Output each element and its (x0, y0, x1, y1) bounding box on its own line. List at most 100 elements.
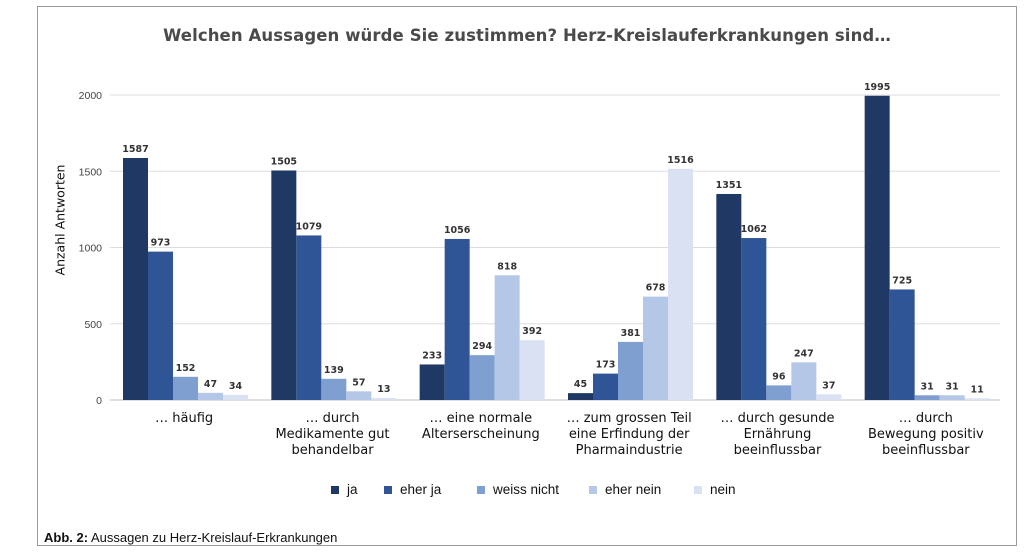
bar-eher-nein (494, 275, 520, 400)
category-label: … durch Bewegung positiv beeinflussbar (868, 411, 984, 458)
y-tick-label: 1000 (79, 243, 103, 255)
data-label: 45 (574, 379, 587, 390)
category-label-line: … durch gesunde (721, 411, 835, 426)
bar-eher-ja (741, 238, 767, 400)
bar-eher-nein (939, 395, 965, 400)
bar-weiss-nicht (618, 341, 643, 400)
category-label: … durch gesunde Ernährung beeinflussbar (721, 411, 835, 458)
data-label: 152 (176, 363, 196, 374)
category-label-line: eine Erfindung der (569, 427, 690, 442)
bar-ja (271, 170, 297, 400)
chart-legend: ja eher ja weiss nicht eher nein nein (0, 482, 1024, 502)
legend-label: eher nein (605, 482, 662, 497)
figure-frame (37, 6, 1017, 546)
data-label: 96 (772, 371, 786, 382)
data-label: 1587 (122, 144, 148, 155)
category-label-line: Alterserscheinung (422, 427, 540, 442)
category-label: … eine normale Alterserscheinung (422, 411, 540, 442)
category-label-line: … häufig (155, 411, 213, 426)
bar-eher-nein (346, 391, 372, 400)
legend-label: ja (347, 482, 358, 497)
data-label: 13 (377, 384, 390, 395)
category-label-line: behandelbar (291, 443, 374, 458)
data-label: 1995 (864, 82, 890, 93)
bar-nein (816, 394, 842, 400)
legend-label: eher ja (400, 482, 442, 497)
bar-weiss-nicht (173, 376, 198, 400)
bar-ja (864, 95, 890, 400)
legend-swatch (477, 485, 485, 494)
legend-item: ja (331, 482, 358, 497)
data-label: 1062 (741, 224, 767, 235)
category-label-line: … durch (899, 411, 953, 426)
category-label-line: beeinflussbar (734, 443, 822, 458)
data-label: 1079 (296, 221, 322, 232)
data-label: 1516 (667, 155, 694, 166)
y-tick-label: 500 (84, 319, 102, 331)
data-label: 1351 (716, 180, 742, 191)
category-label: … durch Medikamente gut behandelbar (275, 411, 389, 458)
data-label: 11 (971, 384, 984, 395)
data-label: 392 (522, 326, 542, 337)
chart-title: Welchen Aussagen würde Sie zustimmen? He… (163, 26, 891, 45)
data-label: 725 (892, 275, 912, 286)
figure-caption: Abb. 2: Aussagen zu Herz-Kreislauf-Erkra… (44, 530, 337, 545)
bar-weiss-nicht (766, 385, 792, 400)
legend-swatch (384, 485, 392, 494)
data-label: 1056 (444, 225, 471, 236)
data-label: 247 (794, 348, 814, 359)
bar-ja (716, 193, 742, 400)
bar-nein (223, 394, 248, 400)
legend-swatch (694, 485, 702, 494)
bar-nein (519, 340, 545, 400)
y-tick-label: 2000 (79, 90, 103, 102)
bar-ja (419, 364, 445, 400)
legend-label: weiss nicht (493, 482, 560, 497)
legend-item: nein (694, 482, 736, 497)
legend-swatch (589, 485, 597, 494)
legend-swatch (331, 485, 339, 494)
bar-eher-nein (643, 296, 668, 400)
legend-label: nein (710, 482, 736, 497)
bar-eher-ja (593, 373, 618, 400)
data-label: 139 (324, 365, 344, 376)
category-label-line: Pharmaindustrie (576, 443, 683, 458)
caption-label: Abb. 2: (44, 530, 89, 545)
data-label: 678 (646, 283, 666, 294)
category-label-line: … durch (305, 411, 359, 426)
data-label: 381 (621, 328, 641, 339)
data-label: 31 (921, 381, 934, 392)
y-tick-label: 0 (96, 395, 102, 407)
data-label: 1505 (271, 156, 297, 167)
category-label: … häufig (155, 411, 213, 426)
caption-text: Aussagen zu Herz-Kreislauf-Erkrankungen (90, 530, 338, 545)
category-label: … zum grossen Teil eine Erfindung der Phar… (567, 411, 692, 458)
bar-nein (964, 398, 990, 400)
data-label: 973 (151, 238, 171, 249)
category-label-line: beeinflussbar (882, 443, 970, 458)
data-label: 37 (822, 380, 835, 391)
bar-ja (568, 393, 593, 400)
legend-item: eher nein (589, 482, 661, 497)
bar-eher-ja (148, 251, 173, 400)
data-label: 31 (946, 381, 959, 392)
data-label: 57 (352, 377, 365, 388)
bar-weiss-nicht (321, 378, 347, 400)
legend-item: eher ja (384, 482, 441, 497)
data-label: 818 (497, 261, 517, 272)
bar-weiss-nicht (914, 395, 940, 400)
category-label-line: … zum grossen Teil (567, 411, 692, 426)
bar-weiss-nicht (469, 355, 495, 400)
bar-nein (371, 398, 397, 400)
bar-ja (123, 157, 148, 400)
category-label-line: Ernährung (744, 427, 812, 442)
bar-eher-ja (296, 235, 322, 400)
legend-item: weiss nicht (477, 482, 559, 497)
bar-nein (668, 168, 693, 400)
bar-eher-nein (198, 392, 223, 400)
y-tick-label: 1500 (79, 166, 103, 178)
category-label-line: Bewegung positiv (868, 427, 984, 442)
category-label-line: … eine normale (429, 411, 532, 426)
bar-eher-ja (444, 238, 470, 400)
